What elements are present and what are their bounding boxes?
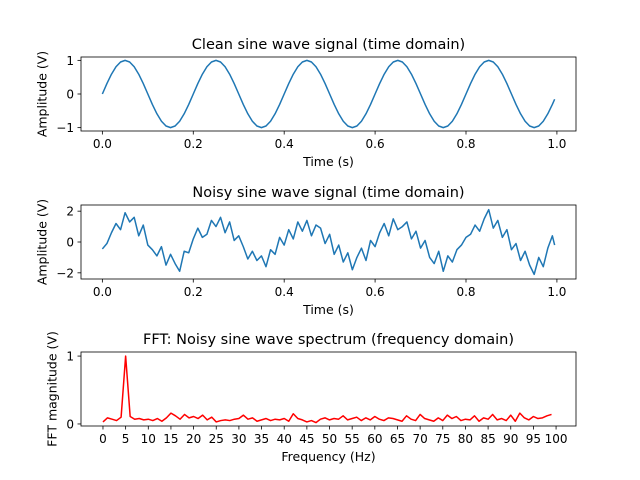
axes-frame	[80, 204, 577, 280]
x-tick-label: 50	[322, 432, 337, 446]
x-tick-label: 35	[254, 432, 269, 446]
x-tick-label: 85	[480, 432, 495, 446]
x-tick-label: 0.2	[184, 285, 203, 299]
x-tick-label: 25	[209, 432, 224, 446]
x-tick-label: 0.8	[456, 285, 475, 299]
x-axis-label: Time (s)	[302, 154, 354, 169]
x-tick-label: 40	[277, 432, 292, 446]
line	[101, 208, 556, 276]
y-tick-label: 0	[66, 88, 74, 102]
axes-frame	[80, 56, 577, 132]
x-tick-label: 0.0	[93, 137, 112, 151]
line	[102, 355, 552, 424]
y-tick-label: −2	[56, 266, 74, 280]
x-axis-label: Frequency (Hz)	[281, 449, 375, 464]
x-tick-label: 75	[435, 432, 450, 446]
chart-title: FFT: Noisy sine wave spectrum (frequency…	[143, 332, 514, 348]
axes-frame	[80, 351, 577, 427]
x-tick-label: 60	[367, 432, 382, 446]
x-tick-label: 55	[345, 432, 360, 446]
x-tick-label: 0.8	[456, 137, 475, 151]
x-tick-label: 100	[545, 432, 568, 446]
y-tick-label: 1	[66, 350, 74, 364]
x-tick-label: 80	[458, 432, 473, 446]
x-tick-label: 10	[141, 432, 156, 446]
y-tick-label: 1	[66, 54, 74, 68]
x-tick-label: 0.4	[275, 137, 294, 151]
x-axis-label: Time (s)	[302, 302, 354, 317]
x-tick-label: 1.0	[547, 137, 566, 151]
x-tick-label: 15	[163, 432, 178, 446]
y-axis-label: Amplitude (V)	[34, 199, 49, 285]
chart-title: Clean sine wave signal (time domain)	[192, 37, 465, 53]
x-tick-label: 0	[99, 432, 107, 446]
chart-title: Noisy sine wave signal (time domain)	[192, 185, 464, 201]
x-tick-label: 0.6	[366, 285, 385, 299]
y-axis-label: Amplitude (V)	[34, 51, 49, 137]
x-tick-label: 30	[231, 432, 246, 446]
y-axis-label: FFT magnitude (V)	[44, 331, 59, 447]
x-tick-label: 0.0	[93, 285, 112, 299]
line	[101, 59, 556, 129]
y-tick-label: −1	[56, 121, 74, 135]
x-tick-label: 70	[412, 432, 427, 446]
x-tick-label: 0.6	[366, 137, 385, 151]
y-tick-label: 2	[66, 205, 74, 219]
x-tick-label: 65	[390, 432, 405, 446]
x-tick-label: 90	[503, 432, 518, 446]
x-tick-label: 45	[299, 432, 314, 446]
x-tick-label: 1.0	[547, 285, 566, 299]
x-tick-label: 0.2	[184, 137, 203, 151]
y-tick-label: 0	[66, 236, 74, 250]
x-tick-label: 0.4	[275, 285, 294, 299]
x-tick-label: 20	[186, 432, 201, 446]
x-tick-label: 5	[122, 432, 130, 446]
y-tick-label: 0	[66, 417, 74, 431]
x-tick-label: 95	[526, 432, 541, 446]
